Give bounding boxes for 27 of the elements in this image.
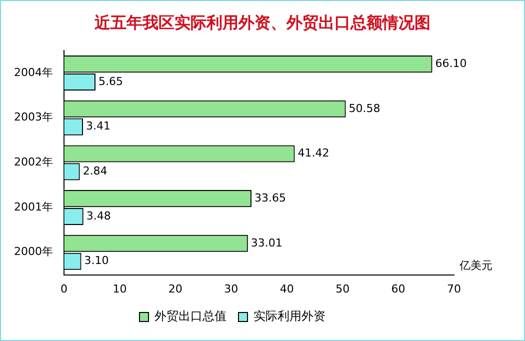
chart-title: 近五年我区实际利用外资、外贸出口总额情况图: [94, 13, 432, 34]
x-tick-label: 20: [168, 282, 182, 296]
data-label: 33.65: [254, 191, 286, 204]
data-label: 5.65: [98, 74, 123, 88]
data-label: 33.01: [250, 236, 282, 250]
x-axis-title: 亿美元: [458, 259, 492, 272]
legend-label: 实际利用外资: [254, 309, 326, 324]
y-tick-label: 2000年: [14, 245, 53, 258]
data-label: 3.48: [86, 209, 111, 222]
y-tick-label: 2002年: [14, 156, 53, 169]
data-label: 41.42: [298, 146, 330, 160]
x-tick-label: 10: [112, 282, 127, 296]
x-tick-label: 0: [60, 282, 68, 296]
data-label: 2.84: [82, 164, 108, 178]
data-label: 3.41: [86, 120, 110, 133]
x-tick-label: 30: [224, 282, 238, 296]
data-label: 50.58: [348, 102, 380, 115]
x-tick-label: 40: [280, 282, 294, 296]
y-tick-label: 2003年: [14, 110, 53, 124]
data-label: 3.10: [84, 254, 109, 268]
x-tick-label: 60: [391, 282, 406, 296]
data-label: 66.10: [435, 56, 467, 70]
y-tick-label: 2001年: [14, 200, 53, 214]
y-tick-label: 2004年: [14, 66, 53, 79]
legend-label: 外贸出口总值: [154, 309, 226, 324]
x-tick-label: 70: [447, 282, 461, 296]
x-tick-label: 50: [336, 282, 350, 296]
